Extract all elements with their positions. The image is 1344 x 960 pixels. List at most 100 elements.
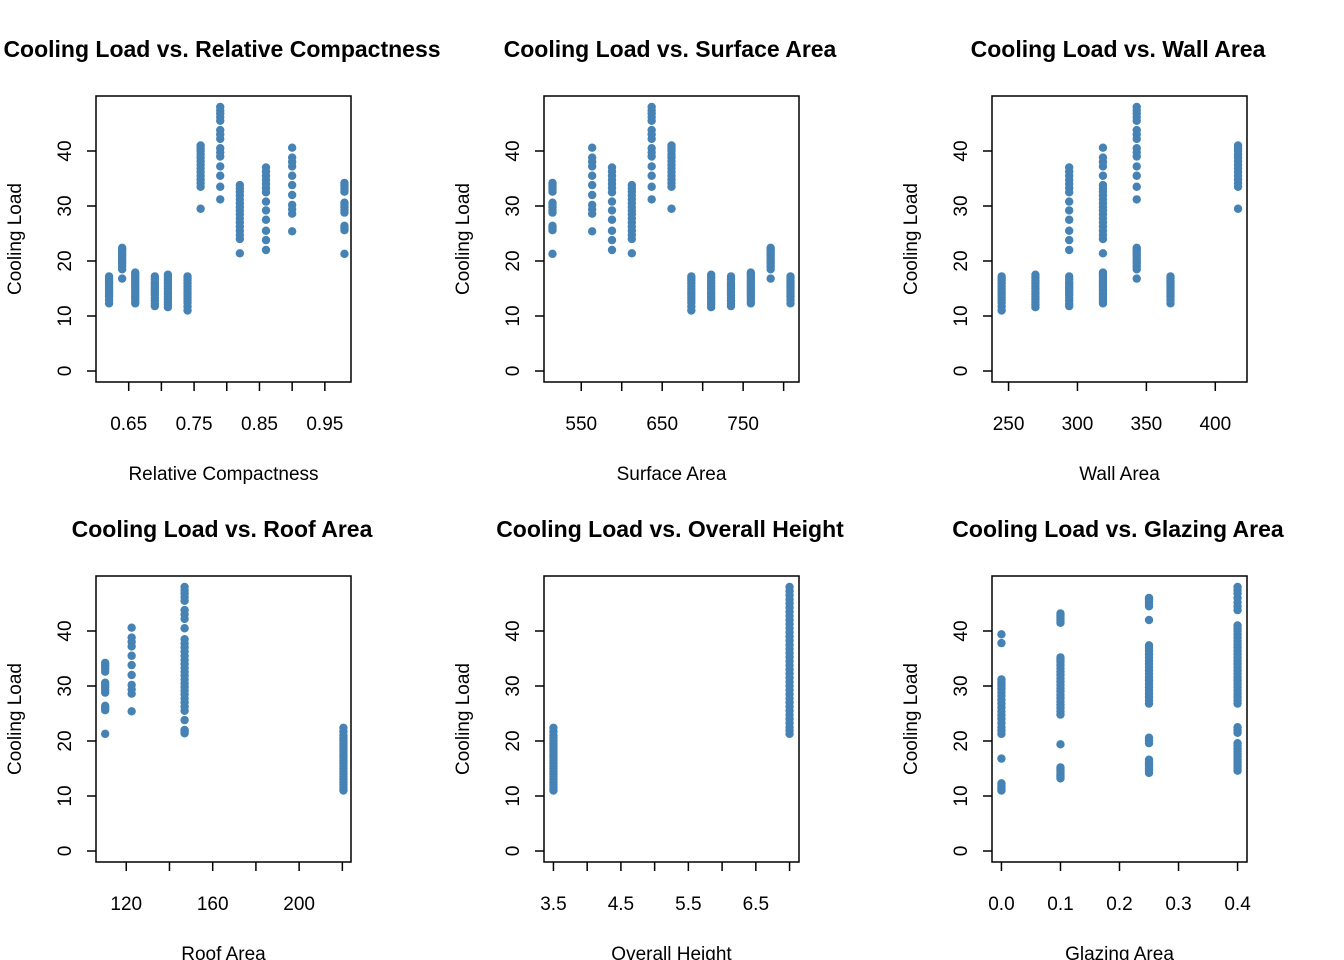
data-point	[261, 183, 271, 193]
data-point	[180, 671, 189, 680]
data-point	[607, 183, 617, 193]
data-point	[785, 636, 794, 645]
y-tick-label: 10	[55, 305, 76, 326]
y-tick-label: 10	[503, 305, 524, 326]
data-point	[287, 180, 297, 190]
data-point	[607, 206, 617, 215]
data-point	[647, 106, 656, 115]
data-point	[340, 180, 349, 189]
x-tick-label: 0.3	[1165, 894, 1191, 915]
data-points	[549, 582, 794, 795]
data-point	[216, 112, 225, 122]
data-point	[1064, 245, 1074, 255]
data-point	[196, 150, 205, 159]
y-tick-label: 30	[503, 675, 524, 696]
data-point	[287, 205, 297, 214]
data-point	[1132, 171, 1141, 180]
data-point	[261, 197, 271, 206]
data-point	[1098, 143, 1108, 152]
data-point	[1056, 707, 1065, 716]
y-tick-label: 20	[55, 250, 76, 271]
data-point	[216, 106, 225, 115]
data-point	[1064, 274, 1074, 284]
data-point	[1233, 696, 1242, 705]
data-point	[1098, 249, 1108, 258]
x-tick-label: 250	[993, 414, 1025, 435]
scatter-panel-6: Cooling Load vs. Glazing Area 0 10 20 30 40 0.…	[901, 516, 1284, 960]
data-point	[587, 180, 597, 190]
y-tick-label: 40	[503, 620, 524, 641]
data-point	[1233, 656, 1242, 665]
data-point	[1098, 191, 1108, 200]
data-point	[1064, 167, 1074, 176]
y-tick-label: 0	[503, 846, 524, 857]
data-point	[1056, 693, 1065, 703]
data-point	[687, 274, 696, 283]
data-point	[1056, 740, 1065, 749]
data-point	[163, 273, 173, 282]
x-tick-label: 4.5	[608, 894, 634, 915]
data-point	[997, 695, 1006, 704]
data-point	[1098, 222, 1108, 231]
data-point	[667, 164, 676, 173]
x-tick-label: 0.1	[1047, 894, 1073, 915]
data-point	[180, 679, 189, 688]
data-point	[667, 156, 676, 166]
data-point	[548, 249, 557, 259]
data-point	[1233, 636, 1242, 646]
data-point	[183, 302, 192, 311]
data-point	[1132, 195, 1141, 204]
data-point	[287, 143, 297, 152]
data-point	[117, 245, 127, 254]
scatter-panel-1: Cooling Load vs. Relative Compactness 0 10…	[3, 36, 440, 485]
data-point	[1132, 148, 1141, 157]
y-tick-label: 30	[55, 675, 76, 696]
y-tick-label: 0	[503, 366, 524, 377]
data-point	[1144, 689, 1154, 698]
data-point	[785, 726, 794, 735]
data-point	[627, 206, 637, 215]
data-point	[667, 150, 676, 159]
x-axis-label: Surface Area	[617, 464, 727, 485]
x-axis: 0.65 0.75 0.85 0.95	[110, 382, 343, 435]
y-tick-label: 40	[951, 620, 972, 641]
data-point	[216, 162, 225, 171]
data-point	[997, 630, 1006, 639]
data-point	[1064, 226, 1074, 235]
data-point	[1233, 741, 1242, 751]
data-point	[1064, 175, 1074, 185]
data-point	[667, 171, 676, 180]
x-tick-label: 200	[283, 894, 315, 915]
data-point	[1132, 130, 1141, 139]
x-tick-label: 5.5	[675, 894, 701, 915]
data-point	[1233, 676, 1242, 685]
x-tick-label: 750	[727, 414, 759, 435]
data-point	[235, 249, 245, 258]
data-point	[785, 694, 794, 703]
y-tick-label: 10	[951, 305, 972, 326]
data-point	[100, 680, 110, 690]
x-axis: 0.0 0.1 0.2 0.3 0.4	[988, 862, 1251, 915]
data-point	[261, 235, 271, 245]
x-tick-label: 350	[1131, 414, 1163, 435]
data-point	[785, 595, 794, 604]
data-point	[196, 144, 205, 153]
data-point	[786, 274, 795, 283]
x-tick-label: 3.5	[540, 894, 566, 915]
data-point	[1056, 611, 1065, 620]
data-point	[1144, 669, 1154, 679]
data-points	[997, 102, 1243, 315]
data-point	[1056, 700, 1065, 709]
y-tick-label: 20	[503, 730, 524, 751]
data-point	[1233, 663, 1242, 672]
x-tick-label: 300	[1062, 414, 1094, 435]
y-axis-label: Cooling Load	[901, 663, 922, 775]
data-point	[261, 206, 271, 215]
data-point	[1144, 643, 1154, 653]
data-point	[1233, 593, 1242, 603]
data-point	[100, 729, 110, 739]
data-point	[180, 715, 189, 725]
x-axis-label: Glazing Area	[1065, 944, 1174, 960]
data-point	[180, 586, 189, 595]
data-point	[235, 199, 245, 208]
